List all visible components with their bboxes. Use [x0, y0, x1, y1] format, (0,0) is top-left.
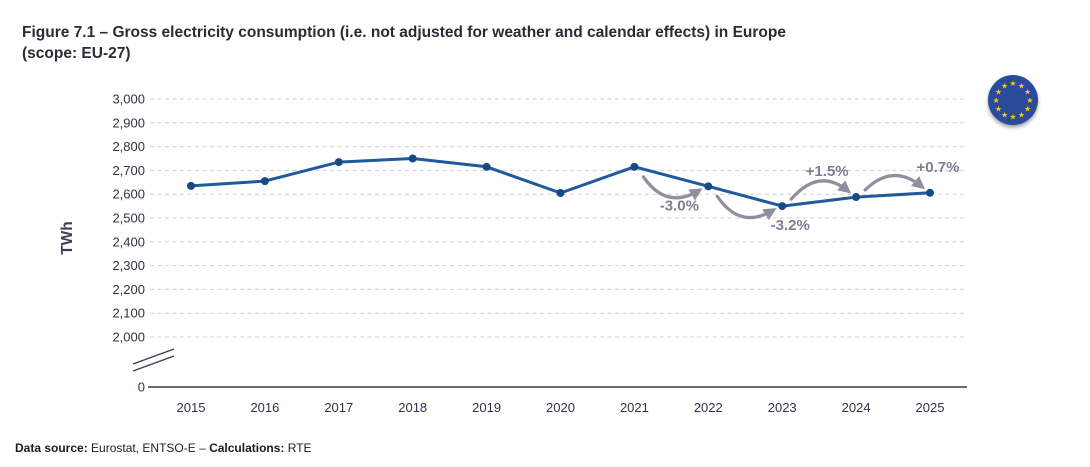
- data-source-value: Eurostat, ENTSO-E –: [87, 441, 210, 455]
- svg-text:★: ★: [1001, 81, 1008, 90]
- svg-text:★: ★: [1024, 104, 1031, 113]
- svg-text:★: ★: [995, 104, 1002, 113]
- svg-text:2018: 2018: [398, 400, 427, 415]
- svg-text:2,800: 2,800: [112, 139, 145, 154]
- svg-text:2021: 2021: [620, 400, 649, 415]
- svg-text:+0.7%: +0.7%: [917, 159, 960, 176]
- svg-text:★: ★: [1024, 88, 1031, 97]
- data-source-label: Data source:: [15, 441, 88, 455]
- svg-text:2,500: 2,500: [112, 211, 145, 226]
- svg-text:2017: 2017: [324, 400, 353, 415]
- svg-text:★: ★: [993, 96, 1000, 105]
- svg-text:2,100: 2,100: [112, 306, 145, 321]
- svg-text:3,000: 3,000: [112, 92, 145, 107]
- svg-text:2019: 2019: [472, 400, 501, 415]
- eu-flag-icon: ★ ★★★★★★★★★★★: [988, 75, 1038, 125]
- svg-text:2015: 2015: [177, 400, 206, 415]
- axis-layer: 0 2015 2016 2017 2018 2019 2020 2021 2022 2023 202…: [59, 221, 967, 415]
- svg-text:2025: 2025: [916, 400, 945, 415]
- series-layer: [187, 154, 934, 211]
- annotation-layer: -3.0% -3.2% +1.5% +0.7%: [641, 159, 960, 234]
- figure-title-line2: (scope: EU-27): [22, 45, 131, 62]
- svg-text:★: ★: [1026, 96, 1033, 105]
- svg-text:2023: 2023: [768, 400, 797, 415]
- svg-text:2,300: 2,300: [112, 258, 145, 273]
- svg-text:+1.5%: +1.5%: [806, 163, 849, 180]
- svg-text:2,900: 2,900: [112, 115, 145, 130]
- svg-text:★: ★: [1018, 81, 1025, 90]
- svg-text:★: ★: [1009, 79, 1016, 88]
- svg-text:2016: 2016: [250, 400, 279, 415]
- calculations-value: RTE: [284, 441, 312, 455]
- svg-text:2022: 2022: [694, 400, 723, 415]
- figure-title: Figure 7.1 – Gross electricity consumpti…: [22, 22, 942, 64]
- svg-text:2,000: 2,000: [112, 330, 145, 345]
- svg-text:2,600: 2,600: [112, 187, 145, 202]
- svg-text:2024: 2024: [842, 400, 871, 415]
- grid-layer: 2,000 2,100 2,200 2,300 2,400 2,500 2,600 2,700…: [112, 92, 967, 345]
- svg-text:★: ★: [1018, 110, 1025, 119]
- svg-text:TWh: TWh: [59, 221, 76, 255]
- svg-text:2,400: 2,400: [112, 234, 145, 249]
- svg-text:2,200: 2,200: [112, 282, 145, 297]
- svg-text:★: ★: [995, 88, 1002, 97]
- calculations-label: Calculations:: [209, 441, 285, 455]
- data-source-note: Data source: Eurostat, ENTSO-E – Calcula…: [15, 441, 312, 455]
- svg-text:0: 0: [138, 380, 145, 395]
- svg-text:-3.0%: -3.0%: [660, 197, 699, 214]
- svg-text:2,700: 2,700: [112, 163, 145, 178]
- svg-text:★: ★: [1001, 110, 1008, 119]
- figure-title-line1: Figure 7.1 – Gross electricity consumpti…: [22, 24, 786, 41]
- svg-text:2020: 2020: [546, 400, 575, 415]
- svg-text:-3.2%: -3.2%: [771, 217, 810, 234]
- svg-text:★: ★: [1009, 113, 1016, 122]
